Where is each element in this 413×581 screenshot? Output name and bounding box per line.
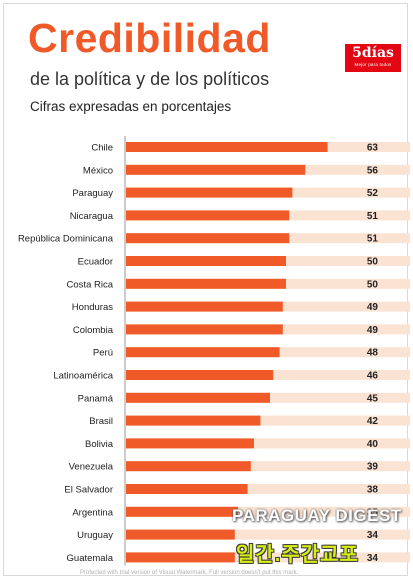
category-label: El Salvador: [64, 485, 113, 496]
bar-track: [126, 506, 410, 517]
watermark-trial-notice: Protected with trial version of Visual W…: [80, 570, 299, 576]
logo-text: 5días: [352, 45, 394, 61]
bar: [126, 187, 293, 198]
bar: [126, 392, 270, 403]
category-label: Nicaragua: [70, 211, 114, 222]
value-label: 35: [367, 507, 379, 518]
chart-title: Credibilidad: [28, 15, 271, 61]
bar: [126, 278, 286, 289]
bar-track: [126, 529, 410, 540]
watermark-korean: 일간.주간교포: [236, 544, 359, 566]
category-label: Brasil: [89, 416, 113, 427]
bar: [126, 256, 286, 266]
bar: [126, 164, 306, 175]
bar: [126, 484, 248, 494]
category-label: México: [83, 165, 113, 176]
value-label: 63: [367, 143, 379, 154]
category-label: Panamá: [78, 393, 114, 404]
value-label: 50: [367, 257, 379, 268]
bar: [126, 415, 261, 426]
value-label: 51: [367, 234, 379, 245]
category-label: Guatemala: [67, 553, 114, 564]
category-label: Uruguay: [77, 530, 113, 541]
bar: [126, 506, 238, 517]
bar: [126, 324, 283, 335]
bar: [126, 370, 274, 380]
category-label: Latinoamérica: [53, 371, 113, 382]
category-label: Perú: [93, 348, 113, 359]
bar-track: [126, 552, 410, 563]
bar: [126, 552, 235, 563]
value-label: 50: [367, 279, 379, 290]
bar-track: [126, 415, 410, 426]
category-label: Paraguay: [72, 188, 113, 199]
bar: [126, 233, 290, 244]
bar-track: [126, 484, 410, 494]
value-label: 56: [367, 165, 379, 176]
value-label: 42: [367, 416, 379, 427]
units-note: Cifras expresadas en porcentajes: [30, 99, 232, 114]
value-label: 51: [367, 211, 379, 222]
value-label: 48: [367, 348, 379, 359]
category-label: Argentina: [72, 507, 113, 518]
value-label: 52: [367, 188, 379, 199]
infographic-frame: [3, 3, 408, 576]
category-label: Chile: [91, 143, 113, 154]
bar: [126, 529, 235, 540]
logo-tagline: Mejor para todos: [354, 62, 392, 67]
category-label: Bolivia: [85, 439, 114, 450]
bar-track: [126, 438, 410, 449]
watermark-paraguay-digest: PARAGUAY DIGEST: [232, 506, 402, 525]
value-label: 38: [367, 485, 379, 496]
bar-track: [126, 461, 410, 472]
bar: [126, 438, 254, 449]
value-label: 40: [367, 439, 379, 450]
value-label: 46: [367, 371, 379, 382]
category-label: Costa Rica: [67, 279, 114, 290]
bar: [126, 210, 290, 221]
category-label: Ecuador: [78, 257, 113, 268]
category-label: Honduras: [72, 302, 113, 313]
publisher-logo: 5días Mejor para todos: [345, 44, 401, 72]
value-label: 49: [367, 302, 379, 313]
category-label: Colombia: [73, 325, 114, 336]
value-label: 49: [367, 325, 379, 336]
value-label: 34: [367, 553, 379, 564]
value-label: 45: [367, 393, 379, 404]
category-label: Venezuela: [69, 462, 114, 473]
chart-subtitle: de la política y de los políticos: [30, 69, 270, 89]
bar: [126, 301, 283, 312]
value-label: 34: [367, 530, 379, 541]
bar: [126, 142, 328, 152]
bar: [126, 461, 251, 472]
category-label: República Dominicana: [18, 234, 114, 245]
value-label: 39: [367, 462, 379, 473]
bar: [126, 347, 280, 358]
